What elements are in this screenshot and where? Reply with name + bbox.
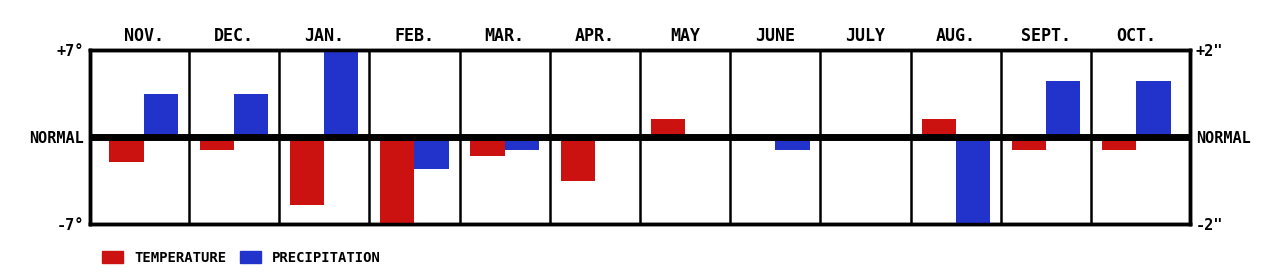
Bar (1046, 81, 1080, 137)
Bar (561, 137, 595, 181)
Legend: TEMPERATURE, PRECIPITATION: TEMPERATURE, PRECIPITATION (96, 245, 387, 270)
Bar (143, 94, 178, 137)
Bar (776, 137, 810, 150)
Bar (289, 137, 324, 206)
Bar (650, 119, 685, 137)
Bar (470, 137, 504, 156)
Bar (1102, 137, 1137, 150)
Bar (922, 119, 956, 137)
Bar (110, 137, 143, 162)
Bar (956, 137, 991, 224)
Bar (1011, 137, 1046, 150)
Bar (380, 137, 415, 224)
Bar (200, 137, 234, 150)
Bar (415, 137, 449, 169)
Bar (1137, 81, 1170, 137)
Bar (504, 137, 539, 150)
Bar (234, 94, 269, 137)
Bar (324, 50, 358, 137)
